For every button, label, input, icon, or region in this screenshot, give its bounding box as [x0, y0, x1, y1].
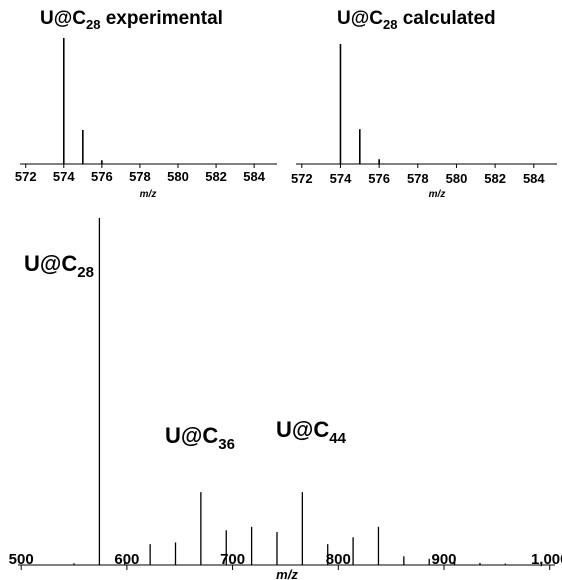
experimental-tick-label: 574	[53, 169, 75, 184]
calculated-tick-label: 572	[291, 171, 313, 186]
experimental-tick-label: 580	[167, 169, 189, 184]
full-x-label: m/z	[276, 567, 298, 580]
experimental-x-ticks: 572 574 576 578 580 582 584	[15, 164, 266, 184]
experimental-tick-label: 576	[91, 169, 113, 184]
experimental-tick-label: 572	[15, 169, 37, 184]
calculated-tick-label: 584	[523, 171, 545, 186]
calculated-tick-label: 578	[407, 171, 429, 186]
experimental-tick-label: 582	[205, 169, 227, 184]
full-tick-label: 500	[9, 551, 34, 568]
full-tick-label: 1,000	[531, 551, 562, 568]
full-tick-label: 800	[326, 551, 351, 568]
calculated-title: U@C28 calculated	[337, 8, 496, 32]
annotation-u-c28: U@C28	[24, 251, 94, 281]
annotation-u-c36-main: U@C	[165, 423, 218, 448]
annotation-u-c28-sub: 28	[77, 264, 94, 281]
annotation-u-c44: U@C44	[276, 417, 347, 447]
annotation-u-c44-main: U@C	[276, 417, 329, 442]
calculated-tick-label: 574	[330, 171, 352, 186]
calculated-title-suffix: calculated	[397, 8, 495, 29]
annotation-u-c36: U@C36	[165, 423, 235, 453]
experimental-tick-label: 578	[129, 169, 151, 184]
experimental-title-sub: 28	[86, 17, 100, 32]
experimental-title-suffix: experimental	[100, 8, 223, 29]
calculated-panel: U@C28 calculated 572 574 576 578 580 582 584 m…	[291, 8, 557, 200]
experimental-panel: U@C28 experimental 572 574 576 578 580 582 584…	[15, 8, 277, 200]
annotation-u-c36-sub: 36	[218, 436, 235, 453]
full-tick-label: 700	[220, 551, 245, 568]
experimental-peaks	[62, 38, 103, 164]
calculated-title-main: U@C	[337, 8, 383, 29]
calculated-x-ticks: 572 574 576 578 580 582 584	[291, 164, 545, 186]
annotation-u-c44-sub: 44	[329, 430, 346, 447]
full-tick-label: 900	[431, 551, 456, 568]
full-peaks	[73, 218, 506, 565]
annotation-u-c28-main: U@C	[24, 251, 77, 276]
calculated-tick-label: 580	[446, 171, 468, 186]
experimental-title-main: U@C	[40, 8, 86, 29]
calculated-title-sub: 28	[383, 17, 397, 32]
experimental-tick-label: 584	[243, 169, 265, 184]
calculated-x-label: m/z	[429, 189, 446, 200]
calculated-peaks	[339, 44, 380, 164]
full-tick-label: 600	[114, 551, 139, 568]
experimental-x-label: m/z	[140, 189, 157, 200]
experimental-title: U@C28 experimental	[40, 8, 223, 32]
calculated-tick-label: 582	[484, 171, 506, 186]
calculated-tick-label: 576	[368, 171, 390, 186]
